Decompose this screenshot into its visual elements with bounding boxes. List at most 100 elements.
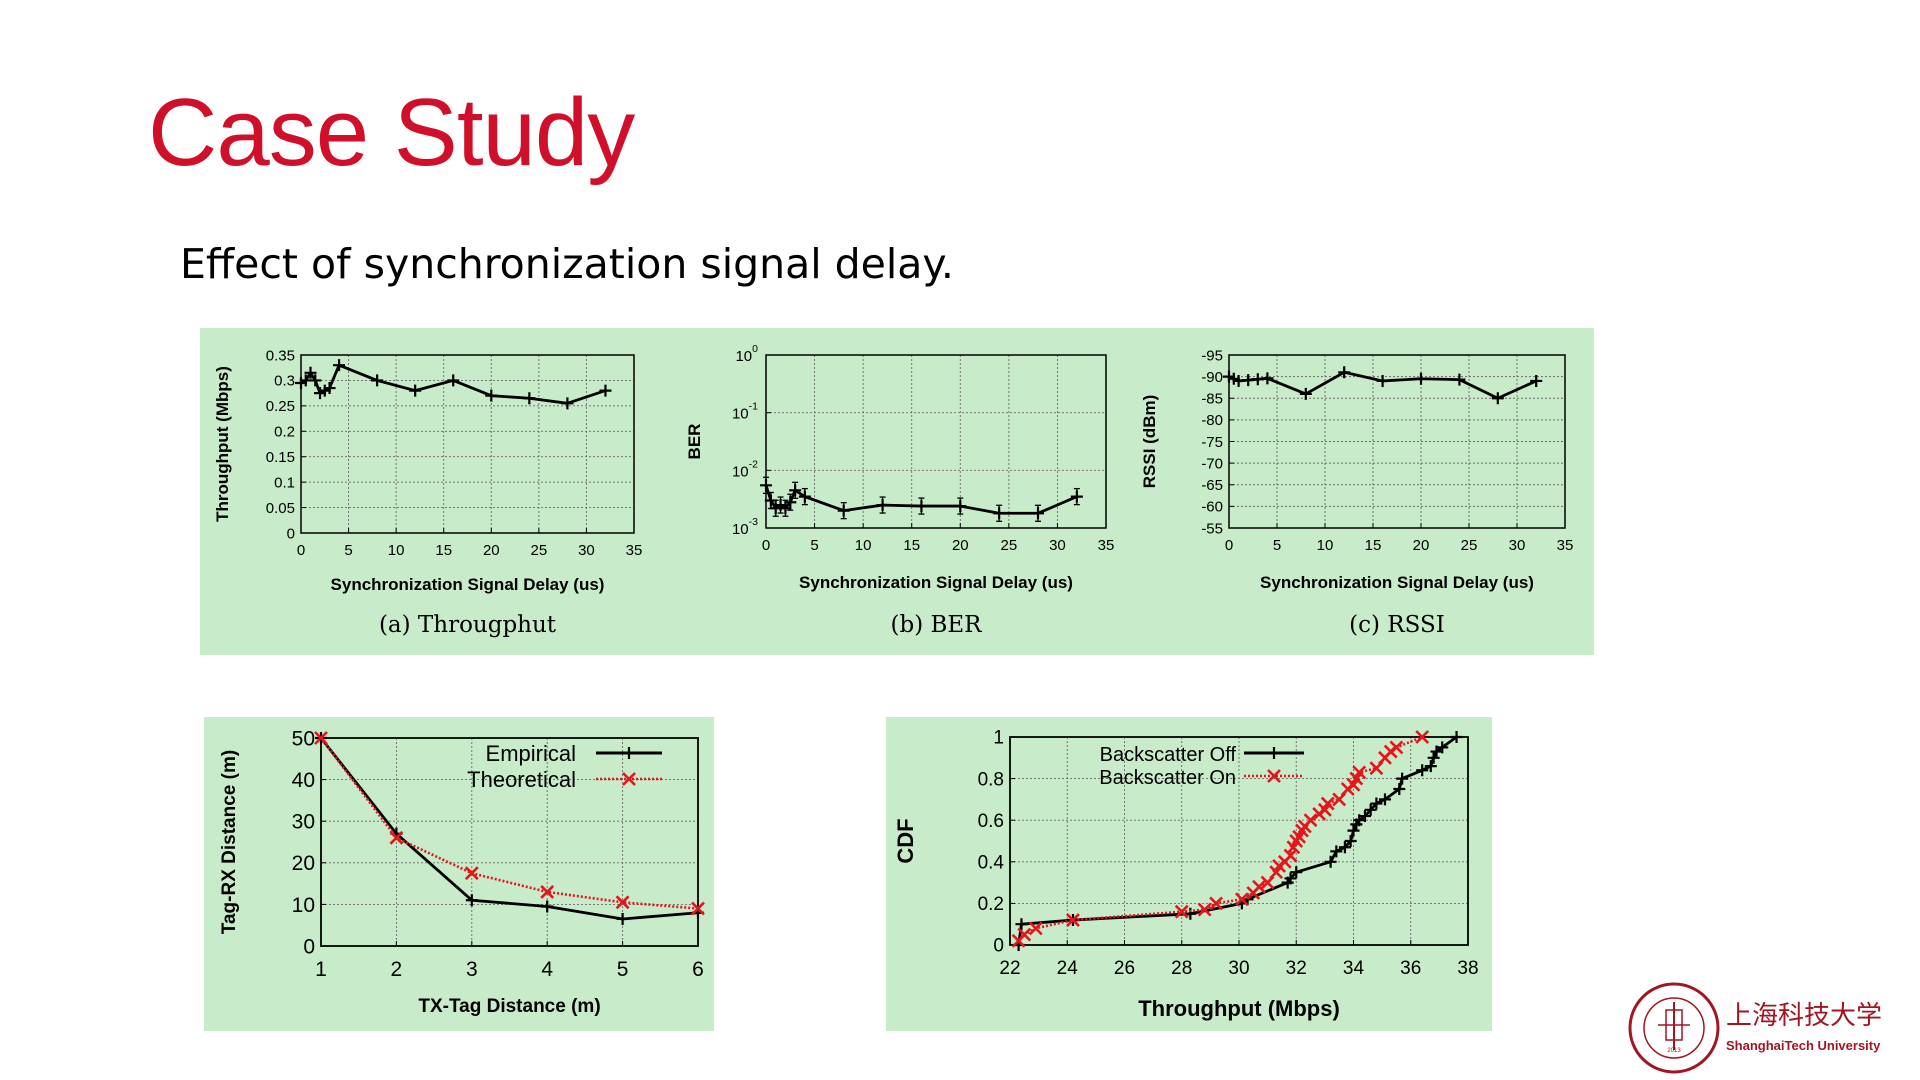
data-point-0 (409, 384, 422, 397)
y-tick-label: -60 (1201, 499, 1223, 516)
x-tick-label: 5 (1273, 537, 1281, 554)
y-tick-label: 100 (735, 343, 758, 365)
legend-label-1: Theoretical (467, 767, 576, 792)
data-point-1 (389, 830, 404, 845)
data-point-1 (1066, 913, 1080, 927)
y-tick-label: 1 (993, 728, 1004, 749)
x-tick-label: 5 (617, 958, 629, 981)
x-tick-label: 24 (1057, 958, 1079, 979)
x-tick-label: 20 (483, 542, 500, 559)
x-tick-label: 0 (297, 542, 305, 559)
y-tick-label: 0.6 (978, 811, 1004, 832)
x-tick-label: 4 (541, 958, 553, 981)
university-seal-icon: 2013 (1628, 982, 1720, 1074)
legend-marker-0 (1268, 747, 1280, 759)
plot-frame (765, 354, 1107, 529)
top-figure-panel: 0 5 10 15 20 25 30 35 0 0.05 0.1 0.15 0.2 0.25 0.3 0.35… (200, 328, 1594, 655)
y-tick-label: 10-1 (732, 401, 758, 423)
x-axis-label: Throughput (Mbps) (1138, 996, 1340, 1021)
data-point-0 (1338, 841, 1351, 854)
y-axis-label: BER (685, 424, 704, 460)
x-tick-label: 15 (903, 537, 920, 554)
legend-marker-1 (1267, 769, 1281, 783)
y-tick-label: 0.25 (266, 398, 295, 415)
y-tick-label: 0 (287, 525, 295, 542)
x-tick-label: 26 (1114, 958, 1135, 979)
y-tick-label: 0.8 (978, 769, 1004, 790)
data-point-1 (464, 866, 479, 881)
grid-lines (301, 355, 634, 533)
x-tick-label: 34 (1343, 958, 1365, 979)
y-tick-exponent: -3 (749, 516, 758, 528)
x-tick-label: 30 (1509, 537, 1526, 554)
y-tick-label: 0.2 (978, 894, 1004, 915)
data-point-0 (304, 366, 317, 379)
data-point-1 (314, 731, 328, 745)
data-point-0 (1491, 392, 1504, 405)
y-tick-label: 0.35 (266, 347, 295, 364)
data-point-0 (541, 900, 554, 913)
figure-caption: (c) RSSI (1349, 612, 1445, 638)
y-tick-base: 10 (735, 348, 752, 365)
slide-title: Case Study (148, 79, 635, 186)
data-point-1 (1028, 921, 1043, 936)
y-tick-label: 10 (292, 894, 315, 917)
data-point-0 (1415, 372, 1427, 385)
distance-figure-panel: 1 2 3 4 5 6 0 10 20 30 40 50 TX-Tag Distance (m) Tag-… (204, 717, 714, 1031)
chart-throughput: 0 5 10 15 20 25 30 35 0 0.05 0.1 0.15 0.2 0.25 0.3 0.35… (213, 347, 643, 638)
legend-label-0: Empirical (486, 741, 576, 766)
y-axis-label: CDF (893, 818, 918, 863)
y-tick-label: -80 (1201, 412, 1223, 429)
data-point-1 (615, 895, 630, 910)
x-axis-label: Synchronization Signal Delay (us) (799, 573, 1073, 592)
y-tick-label: -65 (1201, 477, 1223, 494)
data-point-0 (1393, 783, 1406, 795)
x-tick-label: 30 (1228, 958, 1249, 979)
legend-label-1: Backscatter On (1099, 767, 1236, 789)
y-tick-label: -95 (1201, 347, 1223, 364)
data-point-0 (523, 392, 536, 405)
y-tick-label: 10-2 (732, 458, 758, 480)
x-tick-label: 25 (1001, 537, 1018, 554)
data-point-0 (1370, 797, 1383, 810)
data-point-0 (1324, 855, 1337, 868)
series-line-0 (1017, 735, 1458, 946)
x-tick-label: 3 (466, 958, 478, 981)
data-point-0 (465, 894, 478, 907)
x-axis-label: Synchronization Signal Delay (us) (1260, 573, 1534, 592)
data-point-0 (1338, 366, 1351, 379)
x-tick-label: 36 (1400, 958, 1421, 979)
data-point-1 (1320, 796, 1335, 811)
data-point-0 (1344, 835, 1357, 847)
y-tick-label: -90 (1201, 369, 1223, 386)
y-tick-label: -70 (1201, 455, 1223, 472)
university-name-english: ShanghaiTech University (1726, 1038, 1881, 1053)
data-point-1 (1197, 902, 1212, 917)
x-tick-label: 32 (1286, 958, 1307, 979)
data-point-0 (1450, 731, 1463, 743)
y-tick-label: 0.05 (266, 500, 295, 517)
y-axis-label: Tag-RX Distance (m) (219, 750, 240, 934)
x-tick-label: 30 (578, 542, 595, 559)
data-point-0 (1015, 918, 1028, 931)
x-tick-label: 6 (692, 958, 704, 981)
series-line-1 (319, 737, 699, 910)
x-axis-label: Synchronization Signal Delay (us) (331, 575, 605, 594)
x-tick-label: 20 (952, 537, 969, 554)
x-tick-label: 10 (855, 537, 872, 554)
data-point-0 (616, 912, 629, 925)
chart-distance: 1 2 3 4 5 6 0 10 20 30 40 50 TX-Tag Distance (m) Tag-… (219, 727, 705, 1017)
y-tick-label: 0.1 (274, 474, 295, 491)
y-axis-label: RSSI (dBm) (1140, 395, 1159, 489)
data-point-0 (1330, 845, 1343, 858)
seal-year: 2013 (1667, 1048, 1681, 1054)
data-point-1 (1389, 740, 1404, 755)
y-tick-exponent: 0 (752, 343, 758, 355)
slide-subtitle: Effect of synchronization signal delay. (180, 240, 954, 288)
data-point-0 (1378, 793, 1391, 806)
figure-caption: (b) BER (891, 612, 983, 638)
x-tick-label: 35 (626, 542, 643, 559)
data-point-0 (333, 359, 346, 372)
data-point-1 (1252, 879, 1266, 894)
data-point-0 (485, 389, 498, 402)
